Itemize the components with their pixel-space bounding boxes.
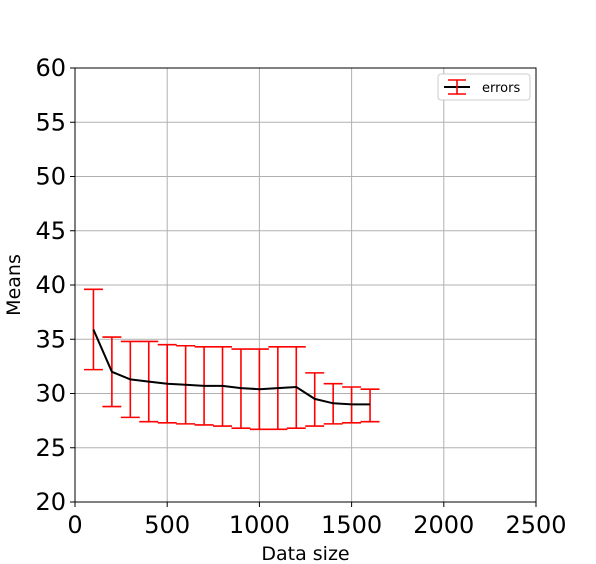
- x-tick-label: 1500: [321, 511, 382, 539]
- x-tick-label: 1000: [229, 511, 290, 539]
- y-tick-label: 50: [35, 163, 66, 191]
- y-tick-label: 60: [35, 54, 66, 82]
- error-bar: [360, 388, 380, 423]
- x-tick-label: 2000: [413, 511, 474, 539]
- x-tick-label: 0: [67, 511, 82, 539]
- y-tick-label: 55: [35, 108, 66, 136]
- y-tick-label: 35: [35, 325, 66, 353]
- y-ticks: 20 25 30 35 40 45 50 55 60: [35, 54, 75, 516]
- series-lines: [92, 329, 370, 406]
- y-axis-label: Means: [3, 254, 25, 316]
- legend-label: errors: [482, 81, 520, 96]
- x-tick-label: 500: [144, 511, 190, 539]
- series-line: [92, 329, 370, 406]
- y-tick-label: 30: [35, 380, 66, 408]
- y-tick-label: 40: [35, 271, 66, 299]
- x-ticks: 0 500 1000 1500 2000 2500: [67, 502, 567, 539]
- y-tick-label: 25: [35, 434, 66, 462]
- y-tick-label: 20: [35, 488, 66, 516]
- x-tick-label: 2500: [505, 511, 566, 539]
- y-tick-label: 45: [35, 217, 66, 245]
- legend: errors: [437, 73, 531, 101]
- x-axis-label: Data size: [261, 543, 349, 564]
